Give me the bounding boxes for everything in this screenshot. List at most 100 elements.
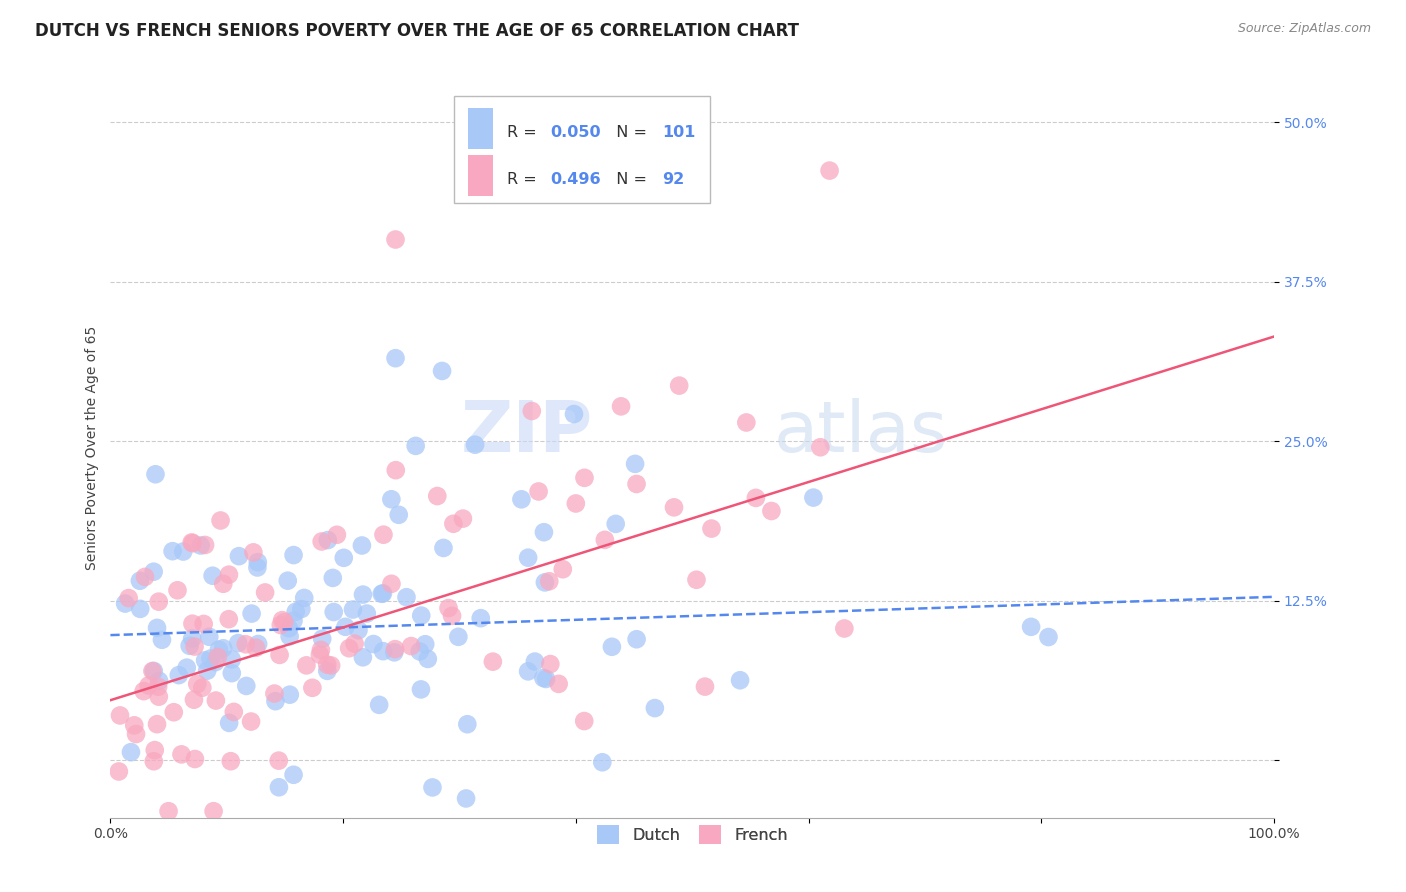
Point	[172, 544, 194, 558]
Point	[593, 533, 616, 547]
Point	[108, 708, 131, 723]
Point	[120, 745, 142, 759]
Point	[591, 756, 613, 770]
Point	[517, 665, 540, 679]
Point	[148, 690, 170, 704]
Point	[183, 640, 205, 654]
Point	[605, 516, 627, 531]
Point	[347, 623, 370, 637]
Point	[170, 747, 193, 762]
Point	[180, 535, 202, 549]
Point	[316, 664, 339, 678]
Point	[384, 642, 406, 657]
Text: N =: N =	[606, 172, 652, 187]
Point	[124, 718, 146, 732]
Point	[179, 639, 201, 653]
Point	[138, 678, 160, 692]
Text: N =: N =	[606, 125, 652, 140]
Point	[205, 693, 228, 707]
Point	[270, 618, 292, 632]
Point	[311, 632, 333, 646]
Point	[644, 701, 666, 715]
Point	[195, 664, 218, 678]
Point	[283, 768, 305, 782]
Point	[534, 575, 557, 590]
Point	[208, 642, 231, 657]
Point	[1038, 630, 1060, 644]
Point	[271, 613, 294, 627]
Point	[352, 650, 374, 665]
Point	[326, 528, 349, 542]
Point	[441, 516, 464, 531]
Point	[510, 492, 533, 507]
Point	[311, 534, 333, 549]
Point	[114, 597, 136, 611]
Point	[228, 549, 250, 563]
Point	[278, 621, 301, 635]
Point	[226, 636, 249, 650]
Point	[176, 660, 198, 674]
Point	[373, 527, 395, 541]
Point	[538, 657, 561, 671]
Text: ZIP: ZIP	[461, 398, 593, 467]
Point	[416, 652, 439, 666]
Point	[624, 457, 647, 471]
Point	[283, 548, 305, 562]
Point	[219, 754, 242, 768]
Point	[264, 694, 287, 708]
Point	[142, 664, 165, 678]
Point	[803, 491, 825, 505]
Point	[186, 677, 208, 691]
Point	[246, 555, 269, 569]
Point	[146, 680, 169, 694]
Point	[454, 791, 477, 805]
Point	[193, 617, 215, 632]
Point	[384, 463, 406, 477]
Point	[380, 576, 402, 591]
Point	[332, 550, 354, 565]
Point	[309, 643, 332, 657]
Point	[342, 602, 364, 616]
Point	[142, 754, 165, 768]
Point	[163, 705, 186, 719]
Point	[278, 629, 301, 643]
Point	[295, 658, 318, 673]
Point	[221, 666, 243, 681]
Point	[447, 630, 470, 644]
Point	[574, 471, 596, 485]
Point	[350, 539, 373, 553]
Point	[610, 400, 633, 414]
Point	[551, 562, 574, 576]
Text: DUTCH VS FRENCH SENIORS POVERTY OVER THE AGE OF 65 CORRELATION CHART: DUTCH VS FRENCH SENIORS POVERTY OVER THE…	[35, 22, 799, 40]
Point	[218, 567, 240, 582]
Point	[395, 591, 418, 605]
Point	[212, 576, 235, 591]
Point	[337, 641, 360, 656]
Point	[292, 591, 315, 605]
Point	[430, 364, 453, 378]
Text: Source: ZipAtlas.com: Source: ZipAtlas.com	[1237, 22, 1371, 36]
Point	[129, 602, 152, 616]
Point	[146, 717, 169, 731]
Point	[538, 574, 561, 589]
Point	[145, 467, 167, 482]
Point	[125, 727, 148, 741]
Point	[322, 605, 344, 619]
Point	[143, 743, 166, 757]
Point	[141, 664, 163, 678]
Point	[301, 681, 323, 695]
Point	[533, 525, 555, 540]
Point	[693, 680, 716, 694]
Point	[668, 378, 690, 392]
Point	[382, 645, 405, 659]
Point	[245, 640, 267, 655]
Point	[368, 698, 391, 712]
Text: R =: R =	[508, 172, 543, 187]
Bar	[468, 155, 494, 196]
Point	[191, 681, 214, 695]
Point	[384, 233, 406, 247]
Point	[240, 607, 263, 621]
Point	[411, 608, 433, 623]
Point	[343, 637, 366, 651]
Y-axis label: Seniors Poverty Over the Age of 65: Seniors Poverty Over the Age of 65	[86, 326, 100, 570]
